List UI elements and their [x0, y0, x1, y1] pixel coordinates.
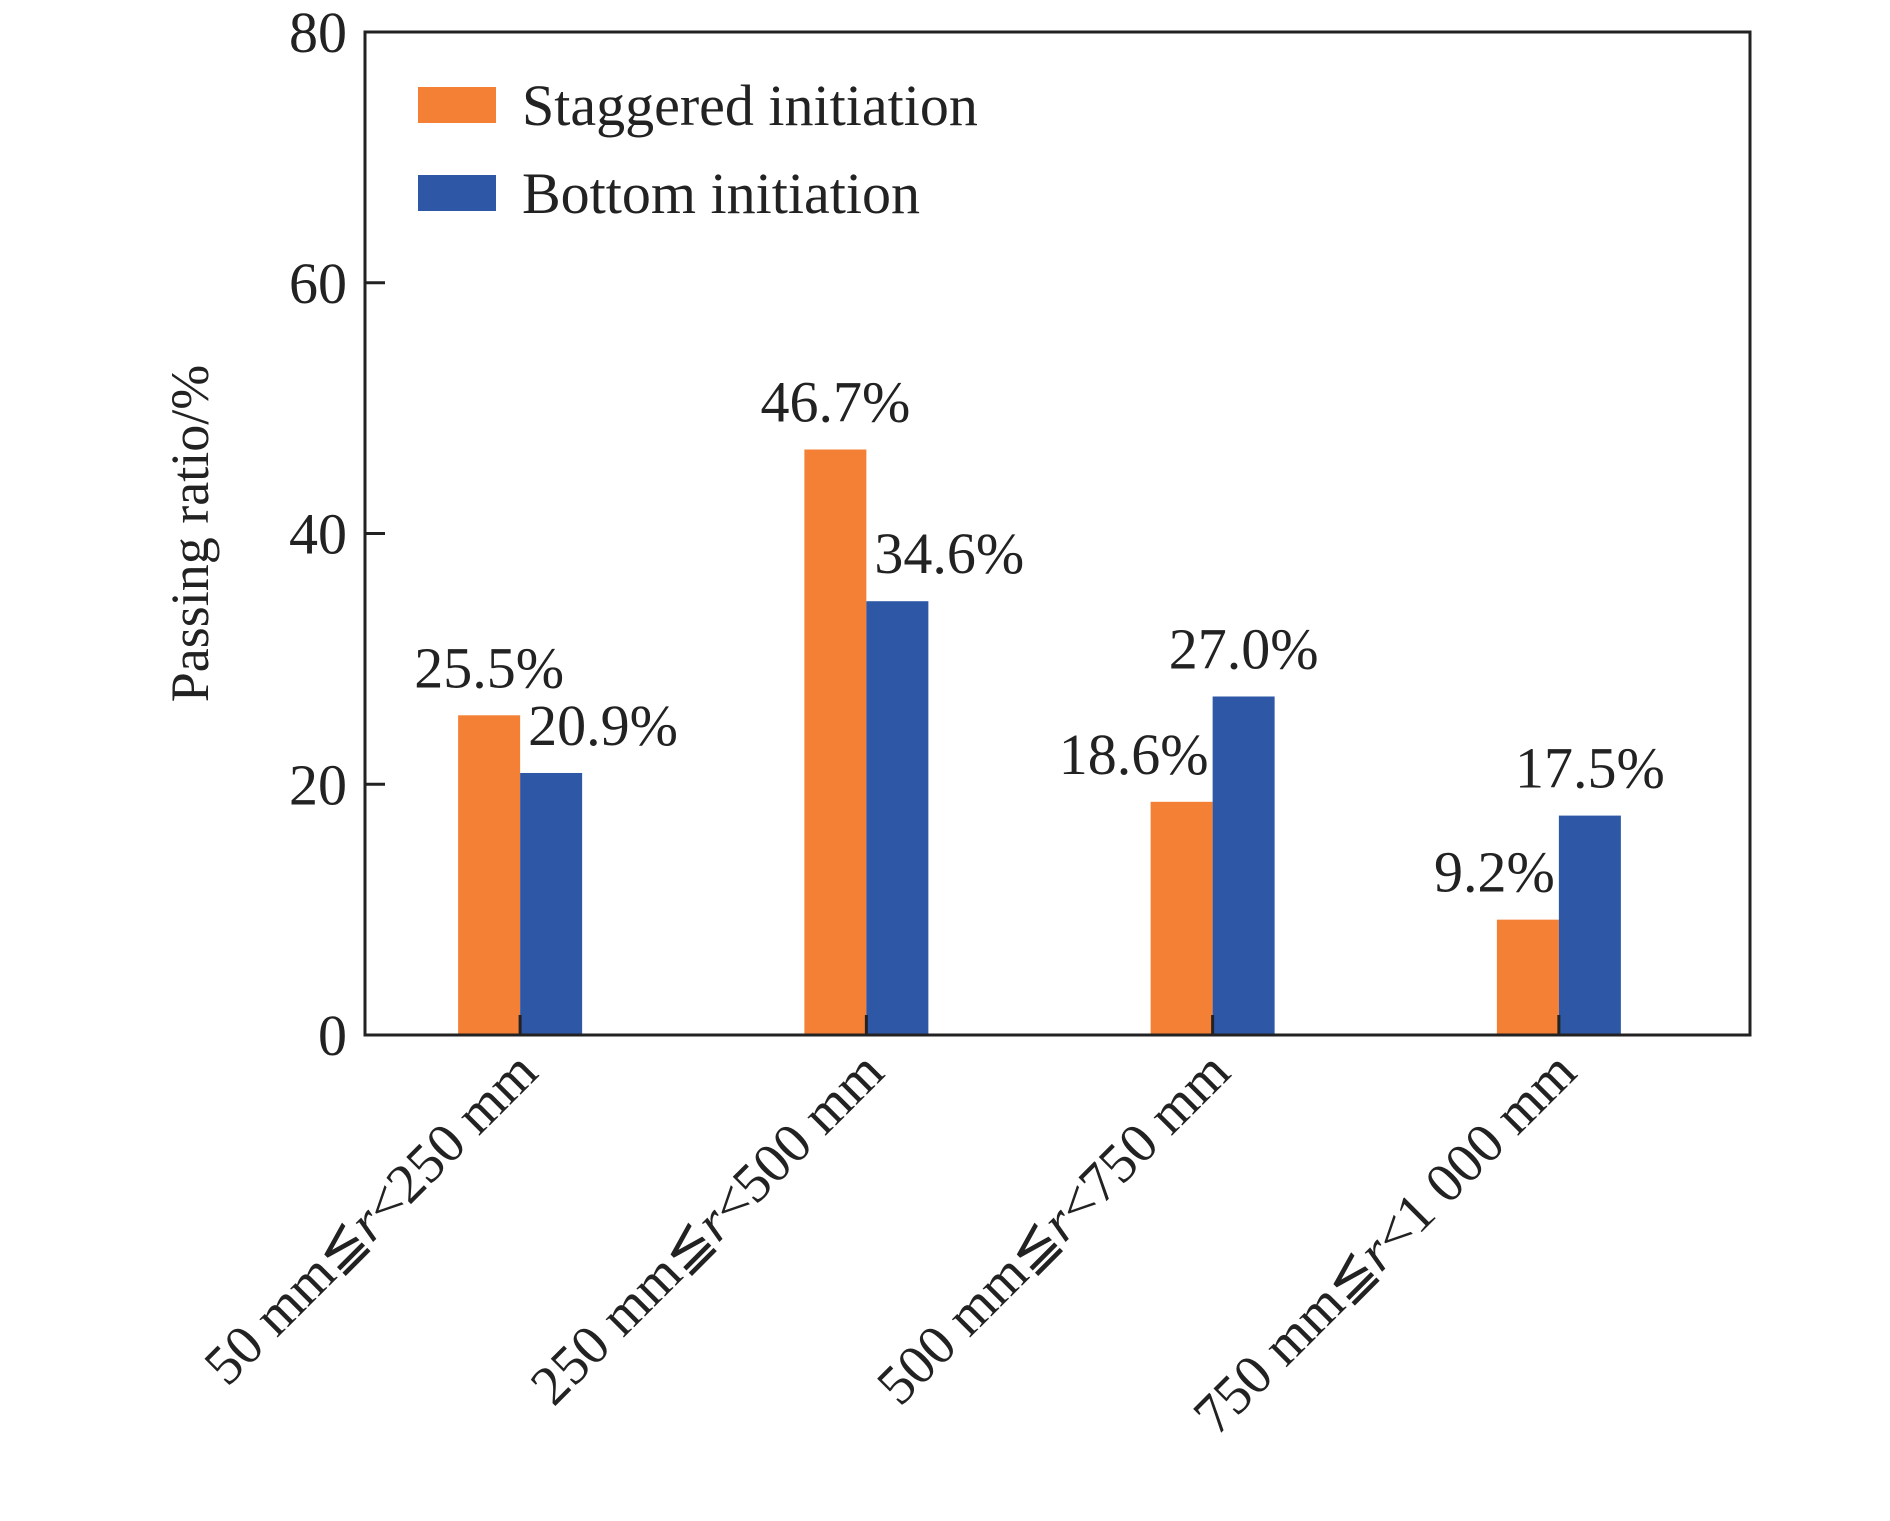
data-label: 20.9%	[528, 693, 678, 758]
y-tick-label: 40	[289, 502, 347, 567]
y-axis: 0 20 40 60 80	[289, 0, 385, 1068]
bar	[1496, 919, 1559, 1035]
x-axis	[518, 1015, 1561, 1035]
data-label: 27.0%	[1169, 616, 1319, 681]
data-label: 25.5%	[414, 635, 564, 700]
legend-swatch	[418, 87, 496, 123]
bar	[458, 715, 521, 1035]
data-label: 9.2%	[1434, 840, 1555, 905]
bar	[1212, 696, 1275, 1035]
y-tick-label: 80	[289, 0, 347, 65]
bar	[804, 449, 867, 1035]
legend-label: Bottom initiation	[522, 161, 920, 226]
bars-layer	[458, 449, 1621, 1035]
data-label: 46.7%	[760, 369, 910, 434]
bar	[1150, 801, 1213, 1035]
data-label: 34.6%	[874, 521, 1024, 586]
y-axis-title: Passing ratio/%	[160, 365, 220, 702]
bar	[866, 601, 929, 1035]
legend-swatch	[418, 175, 496, 211]
y-tick-label: 60	[289, 251, 347, 316]
data-label: 18.6%	[1059, 722, 1209, 787]
y-tick-label: 0	[318, 1003, 347, 1068]
bar	[1558, 815, 1621, 1035]
legend: Staggered initiation Bottom initiation	[418, 73, 978, 226]
data-label: 17.5%	[1515, 736, 1665, 801]
y-tick-label: 20	[289, 752, 347, 817]
data-labels: 25.5%20.9% 46.7% 34.6% 18.6% 27.0% 9.2% 17.5%	[414, 369, 1665, 904]
legend-label: Staggered initiation	[522, 73, 978, 138]
bar	[520, 772, 583, 1035]
